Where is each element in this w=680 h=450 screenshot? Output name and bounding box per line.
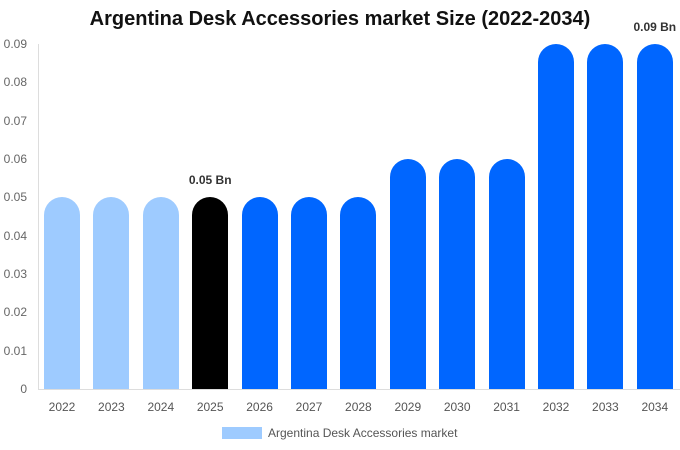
- legend[interactable]: Argentina Desk Accessories market: [222, 426, 457, 440]
- y-tick-label: 0.02: [3, 305, 27, 320]
- bar-2025[interactable]: [192, 197, 229, 389]
- x-tick-label: 2030: [443, 400, 471, 414]
- x-tick-label: 2028: [345, 400, 372, 414]
- bar-2033[interactable]: [587, 44, 624, 389]
- bar-2029[interactable]: [389, 159, 426, 389]
- chart-title: Argentina Desk Accessories market Size (…: [89, 8, 591, 30]
- y-tick-label: 0.08: [3, 75, 27, 90]
- x-tick-label: 2033: [592, 400, 619, 414]
- bar-2027[interactable]: [291, 197, 327, 389]
- x-tick-label: 2022: [48, 400, 76, 414]
- legend-swatch: [222, 427, 262, 439]
- bar-2024[interactable]: [142, 197, 179, 389]
- y-tick-label: 0.01: [3, 343, 27, 358]
- x-tick-label: 2026: [246, 400, 273, 414]
- bar-2030[interactable]: [439, 159, 476, 389]
- y-tick-label: 0.06: [3, 152, 27, 166]
- bar-2034[interactable]: [636, 44, 673, 389]
- y-tick-label: 0.03: [3, 267, 27, 281]
- data-label-2034: 0.09 Bn: [633, 20, 677, 34]
- x-tick-label: 2023: [98, 400, 125, 414]
- x-tick-label: 2032: [542, 400, 570, 414]
- bar-2022[interactable]: [44, 197, 80, 389]
- x-tick-label: 2034: [641, 400, 669, 414]
- x-tick-label: 2024: [147, 400, 175, 414]
- bar-2028[interactable]: [340, 197, 377, 389]
- y-tick-label: 0.04: [3, 228, 27, 243]
- y-axis-line: [38, 44, 39, 389]
- data-label-2025: 0.05 Bn: [188, 173, 232, 188]
- y-tick-label: 0.07: [3, 113, 27, 128]
- x-tick-label: 2029: [394, 400, 422, 414]
- x-axis-line: [38, 389, 680, 390]
- bar-2026[interactable]: [241, 197, 278, 389]
- bar-2031[interactable]: [488, 159, 525, 389]
- legend-label: Argentina Desk Accessories market: [268, 426, 458, 440]
- x-tick-label: 2031: [493, 400, 520, 414]
- y-tick-label: 0: [20, 382, 27, 396]
- y-tick-label: 0.05: [3, 190, 27, 205]
- x-tick-label: 2027: [295, 400, 323, 414]
- bar-2032[interactable]: [538, 44, 574, 389]
- x-tick-label: 2025: [196, 400, 224, 414]
- y-tick-label: 0.09: [3, 37, 27, 51]
- bar-2023[interactable]: [93, 197, 130, 389]
